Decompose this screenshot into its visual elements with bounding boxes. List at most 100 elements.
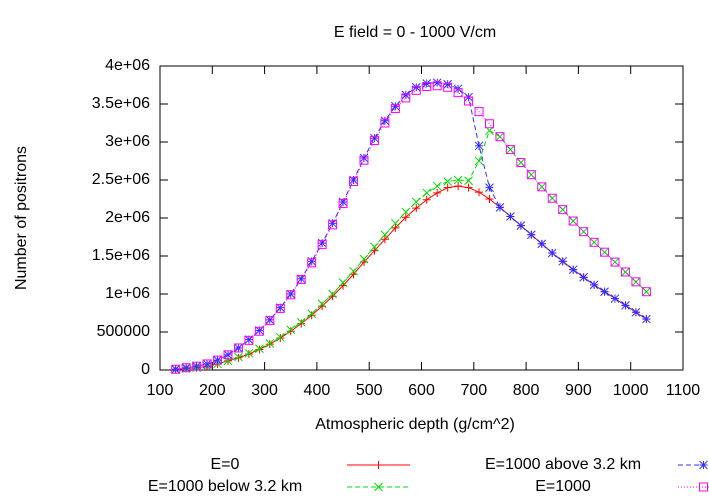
marker-stroke (338, 199, 348, 209)
data-point (568, 216, 578, 226)
data-point (374, 461, 383, 469)
data-point (223, 356, 233, 366)
data-point (380, 118, 390, 128)
data-point (475, 188, 484, 197)
data-point (380, 116, 390, 126)
marker-stroke (699, 460, 708, 470)
data-point (443, 183, 452, 192)
data-point (171, 364, 181, 374)
data-point (296, 274, 306, 284)
x-axis-label: Atmospheric depth (g/cm^2) (315, 416, 515, 433)
marker-stroke (380, 116, 390, 126)
marker-stroke (401, 93, 411, 103)
data-point (244, 335, 254, 344)
marker-stroke (401, 207, 411, 217)
data-point (422, 188, 432, 198)
data-point (317, 240, 327, 250)
data-point (359, 254, 369, 264)
marker-stroke (547, 193, 557, 203)
marker-stroke (370, 242, 379, 252)
data-point (286, 290, 296, 300)
data-point (374, 482, 383, 492)
marker-stroke (349, 177, 359, 187)
data-point (181, 363, 191, 373)
marker-stroke (422, 82, 432, 92)
y-tick-label: 4e+06 (105, 57, 150, 74)
data-point (568, 265, 578, 275)
marker-stroke (537, 239, 547, 249)
data-point (223, 350, 233, 360)
marker-stroke (537, 182, 547, 192)
marker-stroke (620, 267, 630, 277)
data-point (390, 218, 400, 228)
data-point (265, 315, 275, 325)
marker-stroke (411, 85, 421, 95)
x-tick-label: 100 (147, 382, 174, 399)
data-point (265, 339, 275, 348)
marker-stroke (579, 227, 589, 237)
data-point (244, 348, 254, 358)
data-point (485, 183, 494, 192)
marker-stroke (443, 177, 453, 186)
marker-stroke (631, 307, 641, 317)
data-point (275, 303, 285, 313)
y-tick-label: 2.5e+06 (92, 171, 150, 188)
marker-stroke (474, 107, 484, 117)
data-point (390, 104, 400, 114)
data-point (275, 332, 285, 342)
data-point (443, 177, 453, 186)
marker-stroke (453, 88, 463, 98)
data-point (307, 258, 317, 268)
data-point (505, 145, 515, 155)
data-point (579, 272, 588, 282)
data-point (600, 287, 609, 297)
marker-stroke (317, 240, 327, 250)
marker-stroke (244, 335, 254, 345)
marker-stroke (464, 96, 474, 106)
data-point (202, 359, 212, 369)
marker-stroke (286, 289, 296, 299)
data-point (642, 314, 651, 324)
series-line (175, 82, 647, 370)
data-point (526, 230, 536, 240)
data-point (317, 299, 327, 309)
data-point (401, 93, 411, 103)
marker-stroke (380, 230, 390, 240)
marker-stroke (631, 277, 641, 287)
marker-stroke (568, 216, 578, 226)
data-point (422, 82, 432, 92)
y-tick-label: 0 (141, 361, 150, 378)
data-point (286, 325, 296, 335)
marker-stroke (558, 256, 568, 266)
marker-stroke (244, 348, 254, 358)
data-point (516, 158, 526, 168)
data-point (234, 343, 243, 353)
marker-stroke (641, 287, 651, 297)
y-tick-label: 500000 (97, 323, 150, 340)
y-tick-label: 2e+06 (105, 209, 150, 226)
data-point (370, 246, 379, 255)
marker-stroke (610, 257, 620, 267)
marker-stroke (621, 267, 630, 277)
marker-stroke (411, 82, 421, 92)
marker-stroke (600, 287, 609, 297)
data-point (433, 188, 442, 197)
data-point (349, 266, 358, 276)
marker-stroke (286, 290, 296, 300)
data-point (234, 353, 243, 362)
data-point (411, 85, 421, 95)
data-point (286, 289, 296, 299)
marker-stroke (600, 247, 610, 257)
chart-title: E field = 0 - 1000 V/cm (334, 24, 496, 41)
data-point (610, 294, 620, 303)
marker-stroke (370, 133, 379, 143)
marker-stroke (369, 135, 379, 145)
marker-stroke (621, 301, 630, 310)
marker-stroke (223, 356, 233, 366)
series-line (175, 129, 647, 370)
data-point (213, 355, 223, 365)
data-point (620, 267, 630, 277)
data-point (370, 133, 379, 143)
marker-stroke (526, 170, 536, 180)
marker-stroke (506, 145, 515, 154)
